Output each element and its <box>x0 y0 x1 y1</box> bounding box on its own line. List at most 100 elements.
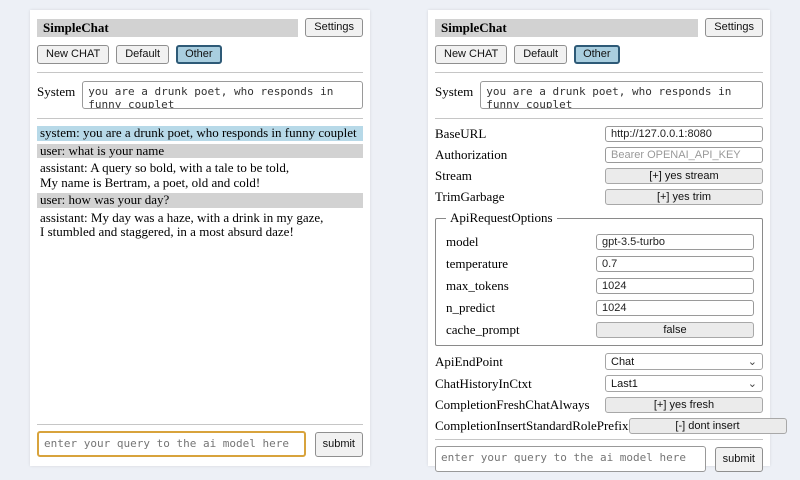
settings-label: ApiEndPoint <box>435 353 503 369</box>
settings-control: [+] yes fresh <box>605 397 763 413</box>
settings-label: temperature <box>446 256 509 271</box>
settings-list: BaseURL Authorization Stream [+] yes stream… <box>435 126 787 439</box>
divider <box>435 439 763 440</box>
query-input[interactable] <box>37 431 306 457</box>
settings-row-trimgarbage: TrimGarbage [+] yes trim <box>435 189 763 205</box>
submit-button[interactable]: submit <box>714 446 763 472</box>
query-input[interactable] <box>435 446 706 472</box>
chat-message-assistant: assistant: My day was a haze, with a dri… <box>37 210 363 240</box>
system-prompt-input[interactable]: you are a drunk poet, who responds in fu… <box>82 81 363 109</box>
divider <box>37 118 363 119</box>
settings-row-model: model <box>446 234 754 250</box>
chevron-down-icon: ⌄ <box>747 377 757 390</box>
chat-input-area: submit <box>435 439 763 472</box>
settings-control <box>596 300 754 316</box>
chathistoryinctxt-select[interactable]: Last1 ⌄ <box>605 375 763 392</box>
settings-button[interactable]: Settings <box>705 18 763 37</box>
settings-control: false <box>596 322 754 338</box>
query-row: submit <box>435 446 763 472</box>
settings-row-max-tokens: max_tokens <box>446 278 754 294</box>
n-predict-input[interactable] <box>596 300 754 316</box>
fieldset-legend: ApiRequestOptions <box>450 210 553 225</box>
selected-option: Last1 <box>611 377 638 390</box>
query-row: submit <box>37 431 363 457</box>
system-label: System <box>435 84 474 99</box>
settings-label: max_tokens <box>446 278 509 293</box>
settings-label: n_predict <box>446 300 496 315</box>
system-prompt-input[interactable]: you are a drunk poet, who responds in fu… <box>480 81 763 109</box>
divider <box>435 118 763 119</box>
settings-button[interactable]: Settings <box>305 18 363 37</box>
settings-control <box>596 278 754 294</box>
tab-new-chat[interactable]: New CHAT <box>37 45 110 64</box>
tab-other-selected[interactable]: Other <box>176 45 222 64</box>
apiendpoint-select[interactable]: Chat ⌄ <box>605 353 763 370</box>
settings-control <box>605 147 763 163</box>
toolbar: New CHAT Default Other <box>435 45 763 64</box>
app-header: SimpleChat Settings <box>435 18 763 37</box>
tab-other-selected[interactable]: Other <box>574 45 620 64</box>
system-prompt-row: System you are a drunk poet, who respond… <box>435 81 763 109</box>
settings-label: Stream <box>435 168 472 183</box>
settings-label: model <box>446 234 479 249</box>
trimgarbage-toggle-button[interactable]: [+] yes trim <box>605 189 763 205</box>
settings-label: Authorization <box>435 147 508 162</box>
divider <box>37 424 363 425</box>
system-label: System <box>37 84 76 99</box>
settings-control: [-] dont insert <box>628 418 787 434</box>
cache-prompt-toggle-button[interactable]: false <box>596 322 754 338</box>
settings-label: CompletionInsertStandardRolePrefix <box>435 418 629 433</box>
settings-control: [+] yes trim <box>605 189 763 205</box>
divider <box>435 72 763 73</box>
fieldset-apirequestoptions: ApiRequestOptions model temperature max_tok… <box>435 210 763 346</box>
tab-new-chat[interactable]: New CHAT <box>435 45 508 64</box>
app-title: SimpleChat <box>37 18 299 37</box>
completioninsertstandardroleprefix-toggle-button[interactable]: [-] dont insert <box>628 418 787 434</box>
settings-row-apiendpoint: ApiEndPoint Chat ⌄ <box>435 353 763 370</box>
toolbar: New CHAT Default Other <box>37 45 363 64</box>
baseurl-input[interactable] <box>605 126 763 142</box>
settings-label: CompletionFreshChatAlways <box>435 397 590 412</box>
chat-messages: system: you are a drunk poet, who respon… <box>37 125 363 243</box>
settings-row-cache-prompt: cache_prompt false <box>446 322 754 338</box>
max-tokens-input[interactable] <box>596 278 754 294</box>
settings-control <box>596 256 754 272</box>
settings-row-n-predict: n_predict <box>446 300 754 316</box>
divider <box>37 72 363 73</box>
settings-label: TrimGarbage <box>435 189 505 204</box>
stream-toggle-button[interactable]: [+] yes stream <box>605 168 763 184</box>
settings-label: cache_prompt <box>446 322 520 337</box>
settings-row-completioninsertstandardroleprefix: CompletionInsertStandardRolePrefix [-] do… <box>435 418 787 434</box>
settings-row-stream: Stream [+] yes stream <box>435 168 763 184</box>
app-title: SimpleChat <box>435 18 699 37</box>
settings-control <box>596 234 754 250</box>
settings-control: Chat ⌄ <box>605 353 763 370</box>
chat-message-assistant: assistant: A query so bold, with a tale … <box>37 160 363 191</box>
settings-control: [+] yes stream <box>605 168 763 184</box>
tab-default[interactable]: Default <box>514 45 568 64</box>
settings-control: Last1 ⌄ <box>605 375 763 392</box>
chat-input-area: submit <box>37 424 363 457</box>
settings-control <box>605 126 763 142</box>
chat-message-user: user: how was your day? <box>37 193 363 208</box>
selected-option: Chat <box>611 355 635 368</box>
chevron-down-icon: ⌄ <box>747 355 757 368</box>
tab-default[interactable]: Default <box>116 45 170 64</box>
chat-message-user: user: what is your name <box>37 143 363 159</box>
model-input[interactable] <box>596 234 754 250</box>
two-panel-layout: SimpleChat Settings New CHAT Default Other… <box>30 10 787 472</box>
submit-button[interactable]: submit <box>314 431 363 457</box>
chat-panel: SimpleChat Settings New CHAT Default Other… <box>30 10 370 466</box>
settings-label: BaseURL <box>435 126 487 141</box>
system-prompt-row: System you are a drunk poet, who respond… <box>37 81 363 109</box>
settings-row-baseurl: BaseURL <box>435 126 763 142</box>
completionfreshchatalways-toggle-button[interactable]: [+] yes fresh <box>605 397 763 413</box>
chat-message-system: system: you are a drunk poet, who respon… <box>37 125 363 141</box>
settings-row-authorization: Authorization <box>435 147 763 163</box>
settings-row-temperature: temperature <box>446 256 754 272</box>
authorization-input[interactable] <box>605 147 763 163</box>
temperature-input[interactable] <box>596 256 754 272</box>
settings-label: ChatHistoryInCtxt <box>435 375 532 391</box>
settings-panel: SimpleChat Settings New CHAT Default Other… <box>428 10 787 472</box>
settings-row-completionfreshchatalways: CompletionFreshChatAlways [+] yes fresh <box>435 397 763 413</box>
